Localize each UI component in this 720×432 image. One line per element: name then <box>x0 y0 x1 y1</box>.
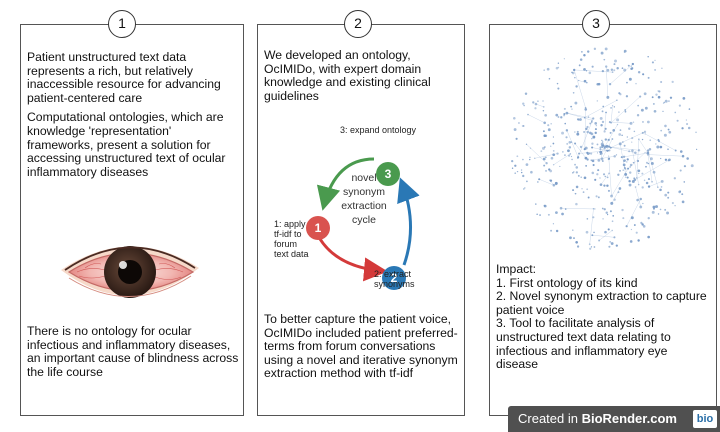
step-1-label: 1: apply tf-idf to forum text data <box>274 219 318 259</box>
step-1-number: 1 <box>314 221 322 235</box>
badge-prefix: Created in <box>518 411 582 426</box>
inflamed-eye-image <box>61 246 199 298</box>
reflection <box>119 261 127 269</box>
step-2-label: 2: extract synonyms <box>374 269 434 289</box>
step-1-circle <box>306 216 330 240</box>
network-nodes <box>511 47 698 250</box>
panel-1-paragraph-1: Patient unstructured text data represent… <box>27 50 221 105</box>
cycle-center-label: novel synonym extraction cycle <box>332 171 396 227</box>
panel-1-number-badge: 1 <box>108 10 136 38</box>
panel-3-number-badge: 3 <box>582 10 610 38</box>
step-1-label-line: forum <box>274 239 298 249</box>
biorender-badge-text: Created in BioRender.com <box>518 406 677 432</box>
eyelashes <box>64 246 196 271</box>
step-2-label-line: 2: extract <box>374 269 412 279</box>
panel-2-top-text: We developed an ontology, OcIMIDo, with … <box>264 48 431 103</box>
step-1-label-line: text data <box>274 249 309 259</box>
arrow-step3-to-step1 <box>316 157 375 211</box>
arrow-step1-to-step2 <box>318 238 388 282</box>
step-3-number: 3 <box>384 167 392 181</box>
step-2-circle <box>382 266 406 290</box>
step-2-number: 2 <box>390 271 398 285</box>
biorender-badge[interactable]: Created in BioRender.com bio <box>508 406 720 432</box>
biorender-logo-icon: bio <box>693 410 717 428</box>
badge-brand: BioRender.com <box>581 411 677 426</box>
blood-vessels <box>76 263 184 280</box>
cycle-diagram <box>306 157 420 290</box>
panel-2-number-badge: 2 <box>344 10 372 38</box>
panel-1: Patient unstructured text data represent… <box>20 24 244 416</box>
panel-1-bottom-text: There is no ontology for ocular infectio… <box>27 324 239 379</box>
impact-section: Impact: 1. First ontology of its kind 2.… <box>496 262 708 372</box>
step-3-label: 3: expand ontology <box>340 125 417 135</box>
step-3-circle <box>376 162 400 186</box>
panel-2: We developed an ontology, OcIMIDo, with … <box>257 24 465 416</box>
arrow-step2-to-step3 <box>397 177 420 266</box>
impact-item: 2. Novel synonym extraction to capture p… <box>496 289 707 317</box>
step-1-label-line: tf-idf to <box>274 229 302 239</box>
cycle-center-line: extraction <box>341 200 387 212</box>
step-2-label-line: synonyms <box>374 279 415 289</box>
step-1-label-line: 1: apply <box>274 219 306 229</box>
ontology-network-graph <box>511 47 698 250</box>
cycle-center-line: novel <box>351 172 377 184</box>
panel-1-paragraph-2: Computational ontologies, which are know… <box>27 110 226 179</box>
impact-item: 1. First ontology of its kind <box>496 275 638 290</box>
lower-lid <box>68 275 192 297</box>
impact-heading: Impact: <box>496 262 536 276</box>
cycle-center-line: cycle <box>352 214 376 226</box>
panel-2-bottom-text: To better capture the patient voice, OcI… <box>264 312 458 381</box>
panel-3: Impact: 1. First ontology of its kind 2.… <box>489 24 717 416</box>
impact-item: 3. Tool to facilitate analysis of unstru… <box>496 316 671 372</box>
cycle-center-line: synonym <box>342 186 385 198</box>
panel-1-intro: Patient unstructured text data represent… <box>27 50 239 179</box>
